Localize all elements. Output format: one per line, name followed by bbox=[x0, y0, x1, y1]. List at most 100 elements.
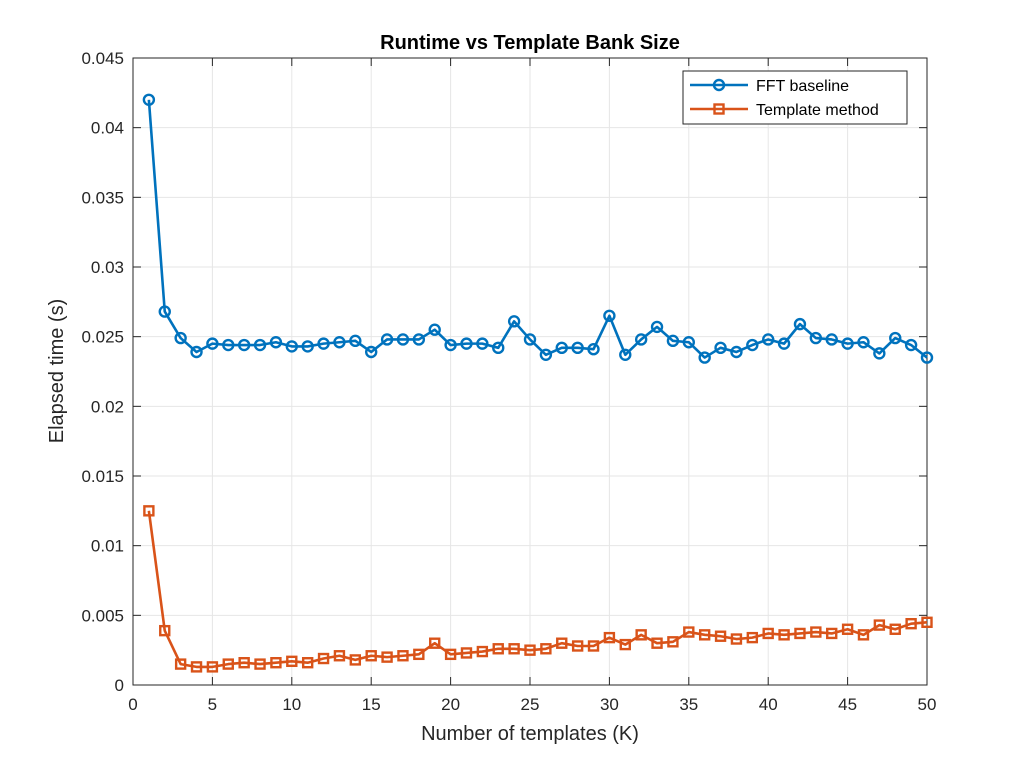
data-point bbox=[460, 647, 473, 659]
data-point bbox=[619, 348, 632, 361]
data-point bbox=[889, 331, 902, 345]
data-point bbox=[492, 341, 505, 355]
data-point bbox=[190, 345, 203, 359]
data-point bbox=[587, 640, 600, 652]
data-point bbox=[285, 340, 298, 353]
y-tick-label: 0.04 bbox=[91, 119, 124, 138]
data-point bbox=[809, 331, 823, 345]
data-point bbox=[349, 654, 362, 666]
data-point bbox=[698, 629, 711, 641]
y-tick-label: 0.015 bbox=[81, 467, 124, 486]
data-point bbox=[667, 636, 679, 648]
series-template-method bbox=[143, 505, 933, 673]
x-tick-label: 30 bbox=[600, 695, 619, 714]
y-tick-label: 0.03 bbox=[91, 258, 124, 277]
data-point bbox=[317, 337, 330, 350]
data-point bbox=[222, 658, 234, 670]
x-tick-label: 35 bbox=[679, 695, 698, 714]
data-point bbox=[746, 631, 759, 644]
data-point bbox=[540, 643, 552, 655]
data-point bbox=[730, 633, 743, 645]
data-point bbox=[905, 617, 917, 630]
legend-label: FFT baseline bbox=[756, 78, 849, 95]
data-point bbox=[237, 338, 251, 352]
y-axis-label: Elapsed time (s) bbox=[46, 299, 68, 444]
data-point bbox=[571, 640, 584, 652]
data-point bbox=[603, 631, 616, 644]
data-point bbox=[714, 630, 727, 642]
data-point bbox=[730, 345, 743, 359]
data-point bbox=[666, 334, 680, 348]
series-fft-baseline bbox=[142, 93, 934, 364]
data-point bbox=[778, 629, 790, 641]
data-point bbox=[380, 333, 394, 346]
data-point bbox=[397, 650, 409, 662]
data-point bbox=[444, 648, 457, 661]
y-tick-label: 0.02 bbox=[91, 397, 124, 416]
data-point bbox=[810, 626, 822, 638]
x-tick-label: 5 bbox=[208, 695, 217, 714]
data-point bbox=[413, 648, 425, 661]
data-point bbox=[381, 651, 393, 663]
data-point bbox=[857, 629, 870, 641]
data-point bbox=[142, 93, 156, 107]
y-tick-label: 0.025 bbox=[81, 328, 124, 347]
data-point bbox=[873, 619, 886, 631]
data-point bbox=[286, 655, 298, 668]
data-point bbox=[222, 338, 235, 352]
data-point bbox=[365, 345, 378, 359]
x-tick-label: 25 bbox=[521, 695, 540, 714]
data-point bbox=[238, 657, 250, 669]
data-point bbox=[206, 337, 219, 350]
y-tick-label: 0.045 bbox=[81, 49, 124, 68]
series-line bbox=[147, 510, 928, 669]
data-point bbox=[476, 645, 489, 658]
axis-ticks: 0 5 10 15 20 25 30 35 40 45 50 0 0.005 0.01 0.015 0.02 0… bbox=[81, 49, 936, 714]
data-point bbox=[301, 340, 314, 353]
data-point bbox=[603, 309, 616, 322]
data-point bbox=[174, 658, 187, 670]
x-tick-label: 15 bbox=[362, 695, 381, 714]
data-point bbox=[857, 336, 870, 349]
data-point bbox=[841, 337, 854, 350]
chart-title: Runtime vs Template Bank Size bbox=[380, 32, 680, 54]
data-point bbox=[523, 333, 537, 346]
data-point bbox=[365, 650, 377, 662]
data-point bbox=[841, 623, 854, 635]
data-point bbox=[714, 341, 727, 355]
data-point bbox=[349, 334, 362, 348]
data-point bbox=[793, 317, 807, 331]
data-point bbox=[444, 338, 457, 352]
data-point bbox=[143, 505, 155, 517]
x-tick-label: 50 bbox=[918, 695, 937, 714]
x-tick-label: 40 bbox=[759, 695, 778, 714]
data-point bbox=[873, 347, 886, 360]
data-point bbox=[159, 624, 171, 637]
data-point bbox=[539, 348, 553, 361]
data-point bbox=[904, 338, 918, 352]
data-point bbox=[587, 343, 600, 356]
data-point bbox=[333, 650, 346, 662]
data-point bbox=[634, 333, 648, 346]
data-point bbox=[571, 341, 584, 355]
data-point bbox=[508, 643, 520, 655]
data-point bbox=[269, 336, 283, 349]
legend: FFT baseline Template method bbox=[682, 70, 908, 125]
data-point bbox=[794, 627, 806, 640]
data-point bbox=[317, 652, 330, 665]
data-point bbox=[889, 623, 901, 635]
data-point bbox=[746, 338, 759, 352]
data-point bbox=[619, 638, 631, 651]
legend-entry: Template method bbox=[690, 102, 879, 119]
x-axis-label: Number of templates (K) bbox=[421, 723, 639, 745]
data-point bbox=[920, 351, 934, 364]
data-point bbox=[254, 658, 266, 670]
x-tick-label: 20 bbox=[441, 695, 460, 714]
data-point bbox=[396, 333, 410, 346]
data-point bbox=[428, 323, 441, 336]
data-point bbox=[253, 338, 267, 352]
legend-entry: FFT baseline bbox=[690, 78, 849, 95]
data-point bbox=[270, 657, 282, 669]
data-point bbox=[524, 644, 536, 656]
